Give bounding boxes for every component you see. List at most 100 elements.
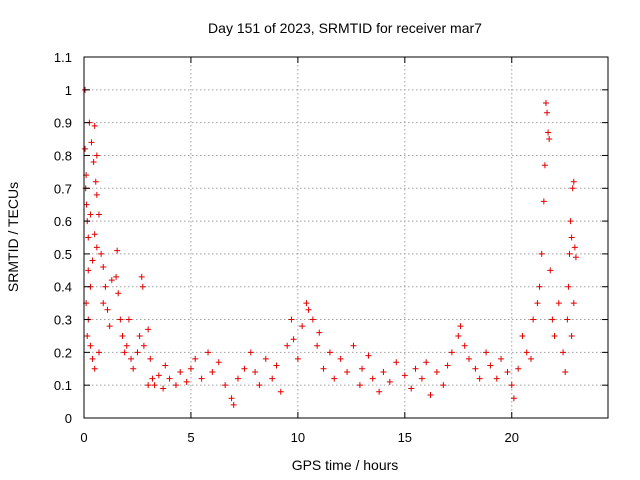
data-point <box>252 369 259 376</box>
data-point <box>147 355 154 362</box>
data-point <box>540 198 547 205</box>
data-point <box>465 355 472 362</box>
data-point <box>568 332 575 339</box>
data-point <box>401 372 408 379</box>
data-point <box>130 365 137 372</box>
data-point <box>568 234 575 241</box>
data-point <box>100 300 107 307</box>
data-point <box>262 355 269 362</box>
data-point <box>498 355 505 362</box>
data-point <box>555 300 562 307</box>
y-tick-label: 0.6 <box>54 214 72 229</box>
data-point <box>365 352 372 359</box>
data-point <box>113 273 120 280</box>
data-point <box>427 392 434 399</box>
data-point <box>519 332 526 339</box>
data-point <box>284 342 291 349</box>
x-tick-label: 5 <box>187 430 194 445</box>
data-point <box>139 283 146 290</box>
data-point <box>571 244 578 251</box>
y-tick-label: 0.7 <box>54 181 72 196</box>
data-point <box>440 382 447 389</box>
x-tick-label: 10 <box>291 430 305 445</box>
y-tick-label: 1 <box>65 83 72 98</box>
data-point <box>487 362 494 369</box>
y-tick-label: 0.5 <box>54 247 72 262</box>
data-point <box>567 218 574 225</box>
data-point <box>331 375 338 382</box>
data-point <box>91 122 98 129</box>
data-point <box>106 323 113 330</box>
data-point <box>205 349 212 356</box>
data-point <box>290 336 297 343</box>
data-point <box>89 257 96 264</box>
data-point <box>569 185 576 192</box>
data-point <box>523 349 530 356</box>
y-tick-label: 0.8 <box>54 148 72 163</box>
data-point <box>172 382 179 389</box>
data-point <box>418 375 425 382</box>
data-point <box>155 372 162 379</box>
plot-frame <box>83 56 609 419</box>
x-axis-label: GPS time / hours <box>292 457 399 473</box>
data-point <box>536 283 543 290</box>
data-point <box>160 385 167 392</box>
data-point <box>504 369 511 376</box>
data-point <box>534 300 541 307</box>
data-point <box>326 349 333 356</box>
data-point <box>476 375 483 382</box>
data-point <box>166 375 173 382</box>
data-point <box>119 332 126 339</box>
data-point <box>93 191 100 198</box>
y-tick-label: 0.1 <box>54 378 72 393</box>
data-point <box>85 267 92 274</box>
data-point <box>183 378 190 385</box>
data-point <box>544 109 551 116</box>
data-point <box>234 375 241 382</box>
data-point <box>528 355 535 362</box>
data-point <box>84 332 91 339</box>
data-point <box>228 395 235 402</box>
data-point <box>299 323 306 330</box>
data-point <box>412 365 419 372</box>
data-point <box>91 231 98 238</box>
data-point <box>90 159 97 166</box>
data-point <box>309 316 316 323</box>
data-point <box>115 290 122 297</box>
data-point <box>215 359 222 366</box>
x-tick-label: 20 <box>505 430 519 445</box>
data-point <box>102 283 109 290</box>
data-point <box>376 388 383 395</box>
data-point <box>87 342 94 349</box>
data-point <box>138 273 145 280</box>
data-point <box>95 349 102 356</box>
data-point <box>356 382 363 389</box>
data-point <box>393 359 400 366</box>
data-point <box>380 369 387 376</box>
data-point <box>570 300 577 307</box>
data-point <box>542 99 549 106</box>
chart-title: Day 151 of 2023, SRMTID for receiver mar… <box>208 20 482 36</box>
data-point <box>114 247 121 254</box>
x-tick-label: 15 <box>398 430 412 445</box>
data-point <box>483 349 490 356</box>
data-point <box>570 178 577 185</box>
data-point <box>530 316 537 323</box>
data-point <box>457 323 464 330</box>
data-point <box>314 342 321 349</box>
data-point <box>545 129 552 136</box>
data-point <box>562 369 569 376</box>
data-point <box>359 365 366 372</box>
data-point <box>493 375 500 382</box>
data-point <box>566 250 573 257</box>
data-point <box>93 152 100 159</box>
data-point <box>461 342 468 349</box>
data-point <box>510 395 517 402</box>
data-point <box>85 234 92 241</box>
data-point <box>305 306 312 313</box>
data-point <box>192 355 199 362</box>
y-tick-label: 0 <box>65 411 72 426</box>
data-point <box>108 277 115 284</box>
